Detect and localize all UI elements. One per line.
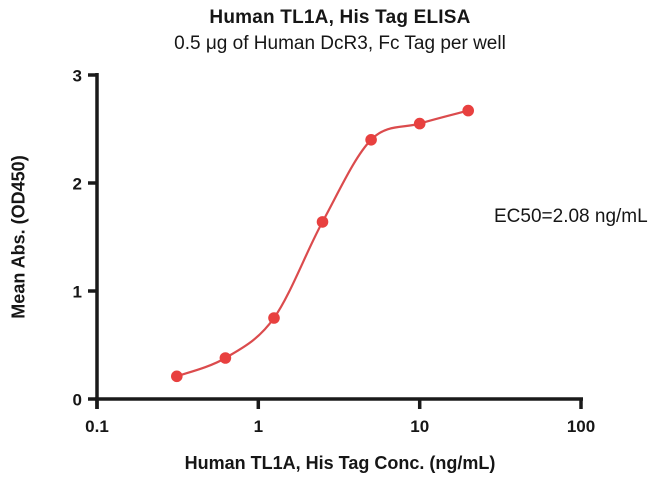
data-point: [462, 104, 475, 117]
data-point: [268, 312, 280, 324]
y-tick-label: 2: [73, 175, 82, 194]
chart-subtitle: 0.5 μg of Human DcR3, Fc Tag per well: [174, 33, 506, 54]
x-tick-label: 1: [254, 417, 263, 436]
ec50-annotation: EC50=2.08 ng/mL: [494, 206, 648, 227]
y-tick-label: 3: [73, 67, 82, 86]
data-point: [316, 216, 329, 228]
x-tick-label: 0.1: [85, 417, 109, 436]
x-axis-label: Human TL1A, His Tag Conc. (ng/mL): [184, 453, 496, 473]
chart-title: Human TL1A, His Tag ELISA: [209, 7, 471, 28]
data-point: [365, 134, 377, 146]
y-tick-label: 1: [73, 283, 82, 302]
x-tick-label: 100: [567, 417, 595, 436]
fit-curve: [176, 109, 469, 378]
x-tick-label: 10: [410, 417, 429, 436]
y-tick-label: 0: [73, 391, 82, 410]
data-point: [413, 117, 426, 130]
data-point: [219, 352, 232, 364]
data-point: [171, 370, 183, 383]
